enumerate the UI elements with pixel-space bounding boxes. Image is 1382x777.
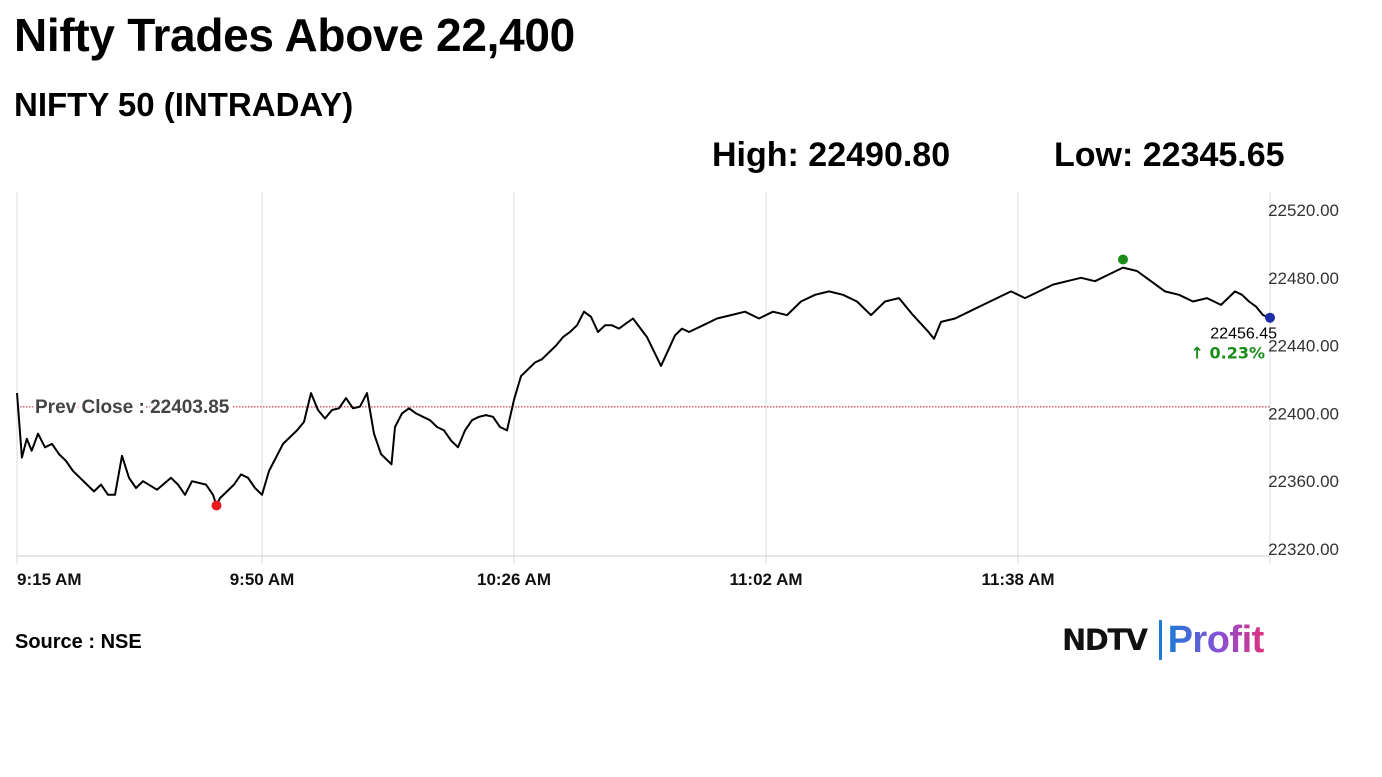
x-tick-label: 9:50 AM <box>230 570 295 589</box>
x-tick-label: 9:15 AM <box>17 570 82 589</box>
day-high-label: High: 22490.80 <box>712 136 951 174</box>
source-note: Source : NSE <box>15 631 142 653</box>
brand-logo-divider <box>1158 620 1162 660</box>
x-tick-label: 10:26 AM <box>477 570 551 589</box>
prev-close-layer: Prev Close : 22403.85 <box>17 394 1270 421</box>
brand-logo-primary: NDTV <box>1062 623 1148 657</box>
headline: Nifty Trades Above 22,400 <box>14 9 575 61</box>
day-low-marker <box>211 500 222 511</box>
last-price-marker <box>1265 312 1275 323</box>
prev-close-label: Prev Close : 22403.85 <box>35 397 230 418</box>
series-layer <box>16 266 1271 507</box>
marker-layer: 22456.45↑ 0.23% <box>211 254 1277 511</box>
y-tick-label: 22360.00 <box>1268 472 1339 491</box>
price-line <box>16 266 1271 507</box>
y-tick-label: 22320.00 <box>1268 540 1339 559</box>
axis-layer: 9:15 AM 9:50 AM 10:26 AM 11:02 AM 11:38 AM 22… <box>17 201 1339 589</box>
x-tick-label: 11:38 AM <box>981 570 1054 589</box>
y-tick-label: 22440.00 <box>1268 337 1339 356</box>
brand-logo-secondary: Profit <box>1167 618 1265 661</box>
x-tick-label: 11:02 AM <box>729 570 802 589</box>
y-tick-label: 22400.00 <box>1268 404 1339 423</box>
y-tick-label: 22520.00 <box>1268 201 1339 220</box>
day-high-marker <box>1118 254 1128 265</box>
chart-subtitle: NIFTY 50 (INTRADAY) <box>14 86 354 123</box>
grid-layer <box>16 192 1271 564</box>
brand-logo: NDTV Profit <box>1062 616 1264 664</box>
y-tick-label: 22480.00 <box>1268 269 1339 288</box>
day-low-label: Low: 22345.65 <box>1054 136 1285 174</box>
last-change-label: ↑ 0.23% <box>1191 344 1265 363</box>
last-price-label: 22456.45 <box>1210 326 1277 343</box>
